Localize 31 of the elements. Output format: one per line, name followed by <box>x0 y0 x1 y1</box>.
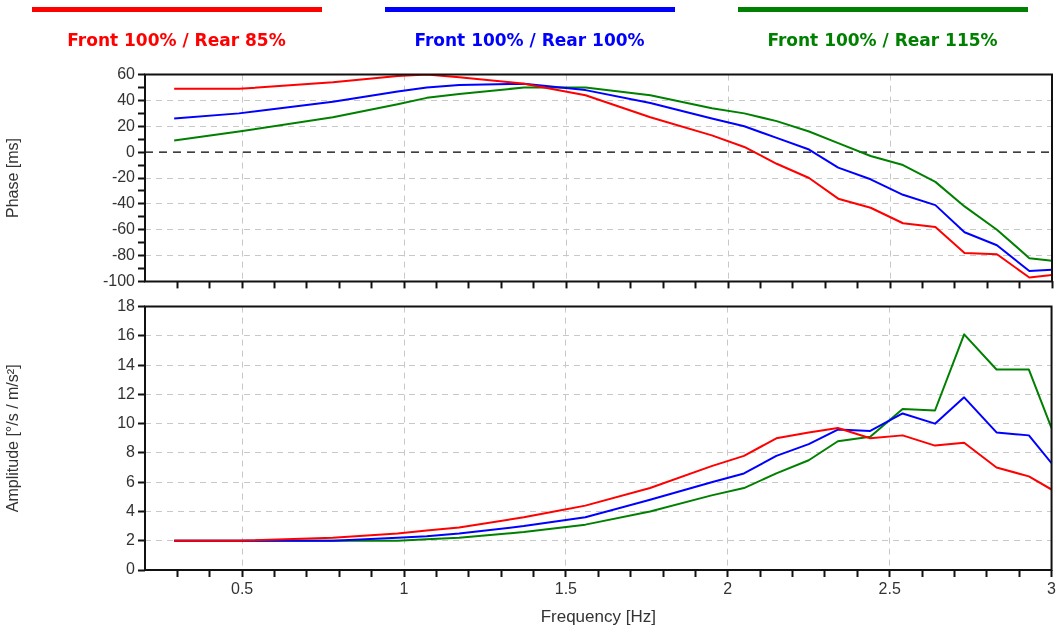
x-tick-label: 1 <box>399 580 409 598</box>
y-tick-label: 0 <box>126 560 136 578</box>
y-tick-label: -40 <box>111 194 136 212</box>
text: Front 100% / Rear 115% <box>767 30 998 50</box>
x-tick-label: 2 <box>723 580 733 598</box>
y-axis-title: Phase [ms] <box>4 137 22 219</box>
y-tick-label: 60 <box>117 65 136 83</box>
y-tick-label: 6 <box>126 472 136 490</box>
text: Front 100% / Rear 85% <box>67 30 286 50</box>
x-axis-title: Frequency [Hz] <box>540 607 656 627</box>
y-tick-label: 8 <box>126 443 136 461</box>
x-tick-label: 2.5 <box>878 580 901 598</box>
y-tick-label: -100 <box>102 271 136 289</box>
y-tick-label: -60 <box>111 220 136 238</box>
y-tick-label: 20 <box>117 116 136 134</box>
y-tick-label: -20 <box>111 168 136 186</box>
x-tick-label: 3 <box>1047 580 1057 598</box>
y-tick-label: 0 <box>126 142 136 160</box>
y-tick-label: 10 <box>117 414 136 432</box>
y-tick-label: 12 <box>117 384 136 402</box>
x-tick-label: 1.5 <box>554 580 578 598</box>
y-tick-label: 18 <box>117 297 136 315</box>
y-tick-label: 14 <box>117 355 136 373</box>
x-tick-label: 0.5 <box>231 580 254 598</box>
y-tick-label: 16 <box>117 326 136 344</box>
y-axis-title: Amplitude [°/s / m/s²] <box>4 364 22 513</box>
y-tick-label: 4 <box>126 501 136 519</box>
y-tick-label: -80 <box>111 245 136 263</box>
text: Front 100% / Rear 100% <box>414 30 645 50</box>
y-tick-label: 2 <box>126 531 136 549</box>
y-tick-label: 40 <box>117 90 136 108</box>
